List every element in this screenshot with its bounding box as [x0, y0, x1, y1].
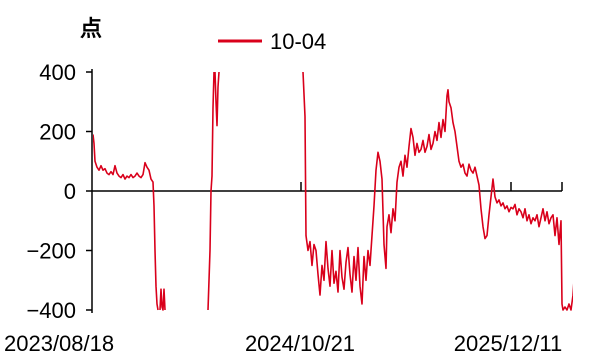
y-tick-label: 0: [64, 179, 76, 204]
x-axis-ticks: 2023/08/18 2024/10/21 2025/12/11: [4, 182, 563, 356]
x-tick-label: 2024/10/21: [245, 331, 355, 356]
y-tick-label: −400: [26, 298, 76, 323]
legend-label: 10-04: [270, 29, 326, 54]
y-tick-label: 200: [39, 120, 76, 145]
x-tick-label: 2025/12/11: [454, 331, 562, 356]
y-unit-label: 点: [80, 16, 102, 42]
y-tick-label: −200: [26, 239, 76, 264]
y-tick-label: 400: [39, 60, 76, 85]
x-tick-label: 2023/08/18: [4, 331, 114, 356]
y-axis-ticks: 400 200 0 −200 −400: [26, 60, 92, 323]
legend: 10-04: [218, 29, 326, 54]
series-line-10-04: [93, 71, 573, 311]
